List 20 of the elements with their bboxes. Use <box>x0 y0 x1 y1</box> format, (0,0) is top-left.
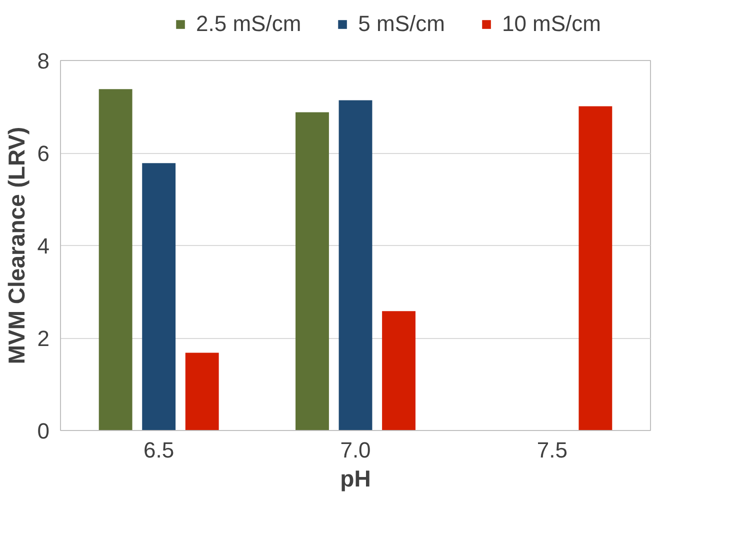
y-tick-label: 2 <box>37 326 50 351</box>
y-axis-title: MVM Clearance (LRV) <box>3 126 30 364</box>
y-tick-label: 8 <box>37 48 50 74</box>
y-tick-label: 4 <box>37 234 50 258</box>
bar <box>296 112 329 430</box>
legend-label: 5 mS/cm <box>358 11 445 37</box>
x-tick-label: 7.5 <box>536 438 568 462</box>
bar <box>142 163 176 430</box>
x-tick-label: 7.0 <box>340 438 371 462</box>
legend-label: 2.5 mS/cm <box>196 11 302 37</box>
bar <box>578 106 612 430</box>
bar <box>382 311 416 430</box>
x-axis-title: pH <box>340 466 371 492</box>
y-tick-label: 0 <box>37 418 50 444</box>
y-tick-label: 6 <box>37 141 50 166</box>
bar <box>185 352 219 430</box>
x-tick-label: 6.5 <box>144 438 174 462</box>
bar <box>338 100 372 430</box>
bar <box>98 89 132 430</box>
legend-label: 10 mS/cm <box>502 11 601 37</box>
